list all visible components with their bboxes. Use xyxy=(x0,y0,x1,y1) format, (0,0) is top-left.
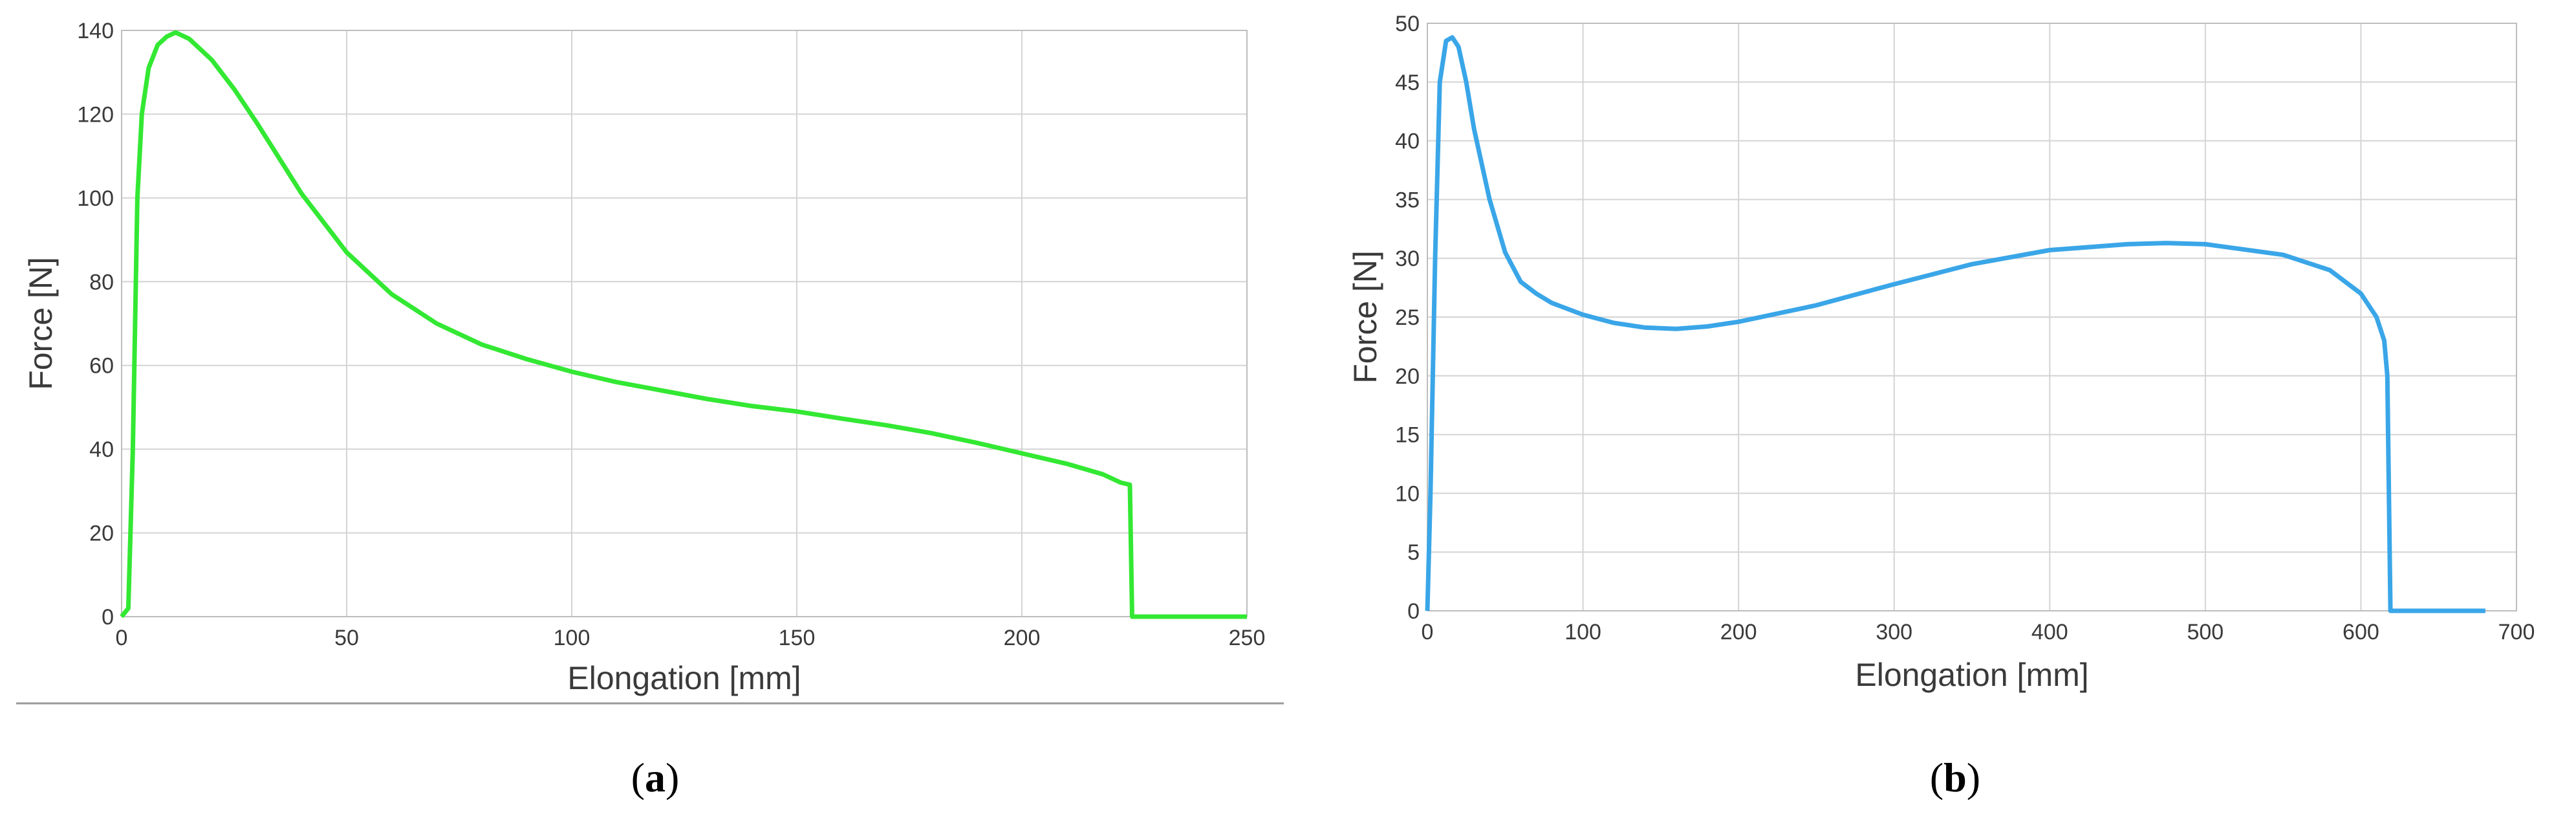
y-axis-label-b: Force [N] xyxy=(1347,250,1383,384)
chart-panel-a: 0 50 100 150 200 250 0 20 40 60 80 100 120 140 Elong… xyxy=(16,19,1284,800)
y-tick-label: 25 xyxy=(1395,305,1420,330)
x-tick-label: 600 xyxy=(2343,620,2379,644)
x-tick-label: 300 xyxy=(1876,620,1912,644)
x-tick-label: 50 xyxy=(334,626,359,650)
x-tick-label: 100 xyxy=(1564,620,1601,644)
x-tick-labels-b: 0 100 200 300 400 500 600 700 xyxy=(1422,620,2535,644)
caption-close-paren-a: ) xyxy=(666,754,679,800)
x-tick-label: 150 xyxy=(779,626,816,650)
x-tick-label: 200 xyxy=(1004,626,1041,650)
y-tick-label: 100 xyxy=(77,186,114,211)
y-tick-label: 40 xyxy=(89,437,114,462)
x-tick-label: 200 xyxy=(1720,620,1757,644)
x-tick-label: 700 xyxy=(2498,620,2535,644)
x-tick-label: 0 xyxy=(1422,620,1434,644)
x-tick-labels-a: 0 50 100 150 200 250 xyxy=(116,626,1266,650)
chart-panel-b: 0 100 200 300 400 500 600 700 0 5 10 15 20 25 30 35 40 4… xyxy=(1347,12,2535,800)
y-tick-label: 5 xyxy=(1407,540,1420,565)
caption-letter-b: b xyxy=(1943,754,1967,800)
force-elongation-line-b xyxy=(1425,35,2485,613)
gridlines-b xyxy=(1427,23,2516,611)
plot-area-b xyxy=(1427,23,2517,611)
y-tick-label: 0 xyxy=(1407,599,1420,624)
caption-letter-a: a xyxy=(645,754,666,800)
x-tick-label: 500 xyxy=(2187,620,2224,644)
y-tick-labels-a: 0 20 40 60 80 100 120 140 xyxy=(77,19,114,630)
x-tick-label: 0 xyxy=(116,626,128,650)
x-tick-label: 250 xyxy=(1229,626,1266,650)
x-axis-label-b: Elongation [mm] xyxy=(1855,657,2088,693)
caption-close-paren-b: ) xyxy=(1967,754,1980,800)
caption-open-paren-b: ( xyxy=(1930,754,1943,800)
x-tick-label: 100 xyxy=(554,626,590,650)
x-axis-label-a: Elongation [mm] xyxy=(567,660,801,696)
y-axis-label-a: Force [N] xyxy=(23,257,59,390)
y-tick-labels-b: 0 5 10 15 20 25 30 35 40 45 50 xyxy=(1395,12,1420,624)
y-tick-label: 140 xyxy=(77,19,114,43)
y-tick-label: 15 xyxy=(1395,423,1420,448)
y-tick-label: 120 xyxy=(77,102,114,127)
y-tick-label: 35 xyxy=(1395,188,1420,212)
y-tick-label: 20 xyxy=(89,522,114,546)
x-tick-label: 400 xyxy=(2031,620,2068,644)
y-tick-label: 10 xyxy=(1395,481,1420,506)
panel-caption-a: (a) xyxy=(631,754,680,800)
y-tick-label: 45 xyxy=(1395,71,1420,95)
y-tick-label: 20 xyxy=(1395,364,1420,389)
y-tick-label: 80 xyxy=(89,270,114,294)
y-tick-label: 30 xyxy=(1395,247,1420,271)
panel-caption-b: (b) xyxy=(1930,754,1980,800)
force-elongation-line-a xyxy=(120,30,1247,619)
y-tick-label: 0 xyxy=(102,605,114,630)
y-tick-label: 40 xyxy=(1395,129,1420,154)
caption-open-paren-a: ( xyxy=(631,754,645,800)
y-tick-label: 50 xyxy=(1395,12,1420,36)
y-tick-label: 60 xyxy=(89,354,114,379)
gridlines-a xyxy=(122,30,1247,617)
plot-area-a xyxy=(121,30,1248,617)
